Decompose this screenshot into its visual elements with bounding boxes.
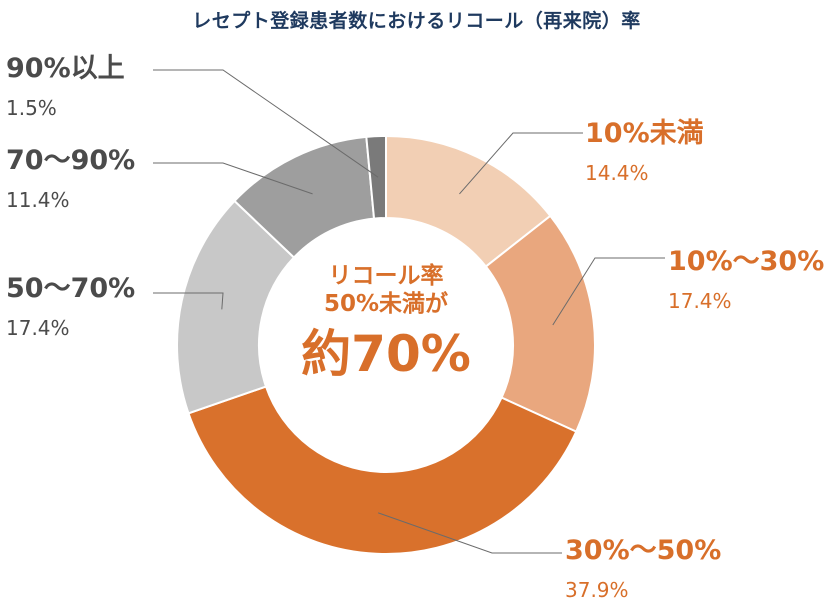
slice-over-90 <box>365 134 387 220</box>
value-label: 17.4% <box>668 289 732 313</box>
value-label: 1.5% <box>6 96 57 120</box>
label-30-50: 30%～50% 37.9% <box>565 535 721 603</box>
category-label: 10%～30% <box>668 246 825 277</box>
category-label: 70～90% <box>6 145 136 176</box>
value-label: 14.4% <box>585 161 649 185</box>
center-line-3: 約70% <box>301 325 471 383</box>
label-10-30: 10%～30% 17.4% <box>668 246 824 314</box>
category-label: 10%未満 <box>585 118 704 149</box>
category-label: 30%～50% <box>565 535 722 566</box>
value-label: 17.4% <box>6 316 70 340</box>
label-70-90: 70～90% 11.4% <box>6 145 135 213</box>
leader-line <box>153 292 224 310</box>
slice-30-50 <box>187 385 578 555</box>
leader-line <box>153 69 379 178</box>
value-label: 11.4% <box>6 188 70 212</box>
chart-title: レセプト登録患者数におけるリコール（再来院）率 <box>192 10 641 32</box>
label-under-10: 10%未満 14.4% <box>585 118 704 186</box>
value-label: 37.9% <box>565 578 629 602</box>
leader-line <box>552 257 665 326</box>
label-50-70: 50～70% 17.4% <box>6 273 135 341</box>
category-label: 90%以上 <box>6 53 125 84</box>
center-annotation: リコール率 50%未満が 約70% <box>266 262 506 386</box>
center-line-1: リコール率 <box>328 263 444 289</box>
label-over-90: 90%以上 1.5% <box>6 53 125 121</box>
category-label: 50～70% <box>6 273 136 304</box>
center-line-2: 50%未満が <box>323 291 449 317</box>
leader-line <box>153 162 313 195</box>
leader-line <box>377 512 562 554</box>
leader-line <box>459 132 583 195</box>
